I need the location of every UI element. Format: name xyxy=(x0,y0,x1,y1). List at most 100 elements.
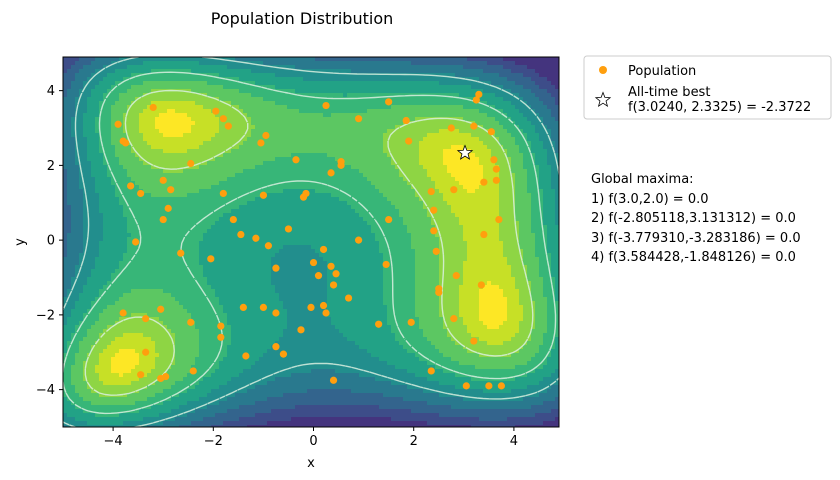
contour-cell xyxy=(151,321,156,326)
contour-cell xyxy=(199,421,204,426)
contour-cell xyxy=(267,225,272,230)
contour-cell xyxy=(267,401,272,406)
contour-cell xyxy=(127,189,132,194)
contour-cell xyxy=(267,309,272,314)
contour-cell xyxy=(203,393,208,398)
contour-cell xyxy=(123,277,128,282)
contour-cell xyxy=(107,121,112,126)
contour-cell xyxy=(83,181,88,186)
contour-cell xyxy=(171,257,176,262)
contour-cell xyxy=(203,369,208,374)
contour-cell xyxy=(183,73,188,78)
contour-cell xyxy=(171,233,176,238)
contour-cell xyxy=(103,125,108,130)
contour-cell xyxy=(119,361,124,366)
contour-cell xyxy=(135,281,140,286)
contour-cell xyxy=(83,257,88,262)
contour-cell xyxy=(127,93,132,98)
contour-cell xyxy=(155,289,160,294)
contour-cell xyxy=(143,209,148,214)
contour-cell xyxy=(167,317,172,322)
contour-cell xyxy=(127,285,132,290)
contour-cell xyxy=(163,385,168,390)
contour-cell xyxy=(263,169,268,174)
contour-cell xyxy=(267,181,272,186)
contour-cell xyxy=(171,149,176,154)
contour-cell xyxy=(103,293,108,298)
contour-cell xyxy=(255,389,260,394)
contour-cell xyxy=(67,181,72,186)
contour-cell xyxy=(159,237,164,242)
contour-cell xyxy=(219,69,224,74)
contour-cell xyxy=(151,325,156,330)
contour-cell xyxy=(179,125,184,130)
contour-cell xyxy=(95,209,100,214)
contour-cell xyxy=(243,373,248,378)
contour-cell xyxy=(151,141,156,146)
contour-cell xyxy=(147,201,152,206)
contour-cell xyxy=(263,77,268,82)
contour-cell xyxy=(131,89,136,94)
contour-cell xyxy=(259,61,264,66)
contour-cell xyxy=(215,333,220,338)
contour-cell xyxy=(135,169,140,174)
contour-cell xyxy=(243,185,248,190)
contour-cell xyxy=(151,165,156,170)
contour-cell xyxy=(219,365,224,370)
contour-cell xyxy=(155,125,160,130)
contour-cell xyxy=(271,57,276,62)
contour-cell xyxy=(183,293,188,298)
contour-cell xyxy=(107,289,112,294)
contour-cell xyxy=(167,113,172,118)
contour-cell xyxy=(139,97,144,102)
contour-cell xyxy=(227,417,232,422)
contour-cell xyxy=(235,425,240,427)
contour-cell xyxy=(191,285,196,290)
contour-cell xyxy=(99,257,104,262)
contour-cell xyxy=(147,217,152,222)
contour-cell xyxy=(147,197,152,202)
contour-cell xyxy=(159,289,164,294)
contour-cell xyxy=(163,85,168,90)
contour-cell xyxy=(207,357,212,362)
contour-cell xyxy=(103,313,108,318)
contour-cell xyxy=(79,397,84,402)
contour-cell xyxy=(103,265,108,270)
contour-cell xyxy=(71,105,76,110)
contour-cell xyxy=(235,377,240,382)
contour-cell xyxy=(271,173,276,178)
contour-cell xyxy=(239,201,244,206)
contour-cell xyxy=(79,177,84,182)
contour-cell xyxy=(67,241,72,246)
contour-cell xyxy=(63,177,68,182)
contour-cell xyxy=(211,293,216,298)
contour-cell xyxy=(267,313,272,318)
contour-cell xyxy=(115,177,120,182)
contour-cell xyxy=(175,337,180,342)
contour-cell xyxy=(159,109,164,114)
contour-cell xyxy=(175,401,180,406)
contour-cell xyxy=(163,273,168,278)
contour-cell xyxy=(91,129,96,134)
contour-cell xyxy=(263,285,268,290)
contour-cell xyxy=(103,61,108,66)
contour-cell xyxy=(119,365,124,370)
contour-cell xyxy=(275,205,280,210)
contour-cell xyxy=(175,333,180,338)
contour-cell xyxy=(211,69,216,74)
contour-cell xyxy=(67,297,72,302)
contour-cell xyxy=(275,249,280,254)
contour-cell xyxy=(235,165,240,170)
contour-cell xyxy=(271,373,276,378)
contour-cell xyxy=(107,149,112,154)
contour-cell xyxy=(255,133,260,138)
contour-cell xyxy=(71,177,76,182)
contour-cell xyxy=(131,421,136,426)
contour-cell xyxy=(247,97,252,102)
contour-cell xyxy=(123,385,128,390)
contour-cell xyxy=(167,249,172,254)
contour-cell xyxy=(275,189,280,194)
contour-cell xyxy=(211,61,216,66)
contour-cell xyxy=(151,89,156,94)
contour-cell xyxy=(259,101,264,106)
